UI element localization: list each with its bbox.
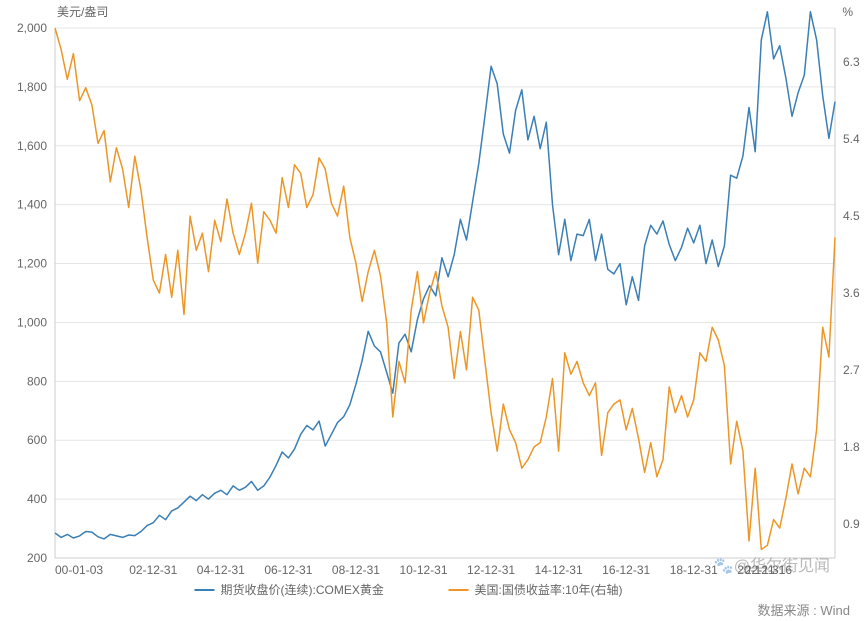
y-left-tick-label: 1,000 — [17, 315, 47, 329]
y-left-tick-label: 1,800 — [17, 80, 47, 94]
legend-label: 美国:国债收益率:10年(右轴) — [475, 582, 623, 597]
y-right-tick-label: 4.5 — [843, 209, 860, 223]
series-yield — [55, 28, 835, 550]
x-tick-label: 14-12-31 — [535, 563, 583, 577]
y-left-tick-label: 1,600 — [17, 139, 47, 153]
y-left-tick-label: 400 — [27, 492, 47, 506]
x-tick-label: 04-12-31 — [197, 563, 245, 577]
y-right-tick-label: 3.6 — [843, 286, 860, 300]
source-label: 数据来源 : Wind — [758, 600, 850, 619]
y-left-tick-label: 600 — [27, 433, 47, 447]
y-left-tick-label: 2,000 — [17, 21, 47, 35]
y-right-tick-label: 0.9 — [843, 517, 860, 531]
x-tick-label: 00-01-03 — [55, 563, 103, 577]
x-tick-label: 16-12-31 — [602, 563, 650, 577]
y-right-tick-label: 2.7 — [843, 363, 860, 377]
y-right-title: % — [842, 5, 853, 19]
watermark: 🐾@华尔街见闻 — [714, 552, 830, 576]
x-tick-label: 10-12-31 — [399, 563, 447, 577]
x-tick-label: 02-12-31 — [129, 563, 177, 577]
series-gold — [55, 12, 835, 539]
chart-svg: 200 400 600 800 1,000 1,200 1,400 1,600 1,800 2,0… — [0, 0, 865, 621]
y-right-tick-label: 5.4 — [843, 132, 860, 146]
y-left-tick-label: 1,400 — [17, 198, 47, 212]
x-tick-label: 12-12-31 — [467, 563, 515, 577]
x-tick-label: 08-12-31 — [332, 563, 380, 577]
y-right-tick-label: 6.3 — [843, 55, 860, 69]
paw-icon: 🐾 — [714, 558, 734, 575]
y-left-tick-label: 200 — [27, 551, 47, 565]
y-left-tick-label: 800 — [27, 374, 47, 388]
legend-label: 期货收盘价(连续):COMEX黄金 — [221, 582, 384, 597]
x-tick-label: 06-12-31 — [264, 563, 312, 577]
y-left-tick-label: 1,200 — [17, 257, 47, 271]
chart-container: 200 400 600 800 1,000 1,200 1,400 1,600 1,800 2,0… — [0, 0, 865, 621]
watermark-text: @华尔街见闻 — [734, 558, 830, 575]
x-tick-label: 18-12-31 — [670, 563, 718, 577]
y-left-title: 美元/盎司 — [57, 5, 108, 19]
y-right-tick-label: 1.8 — [843, 440, 860, 454]
